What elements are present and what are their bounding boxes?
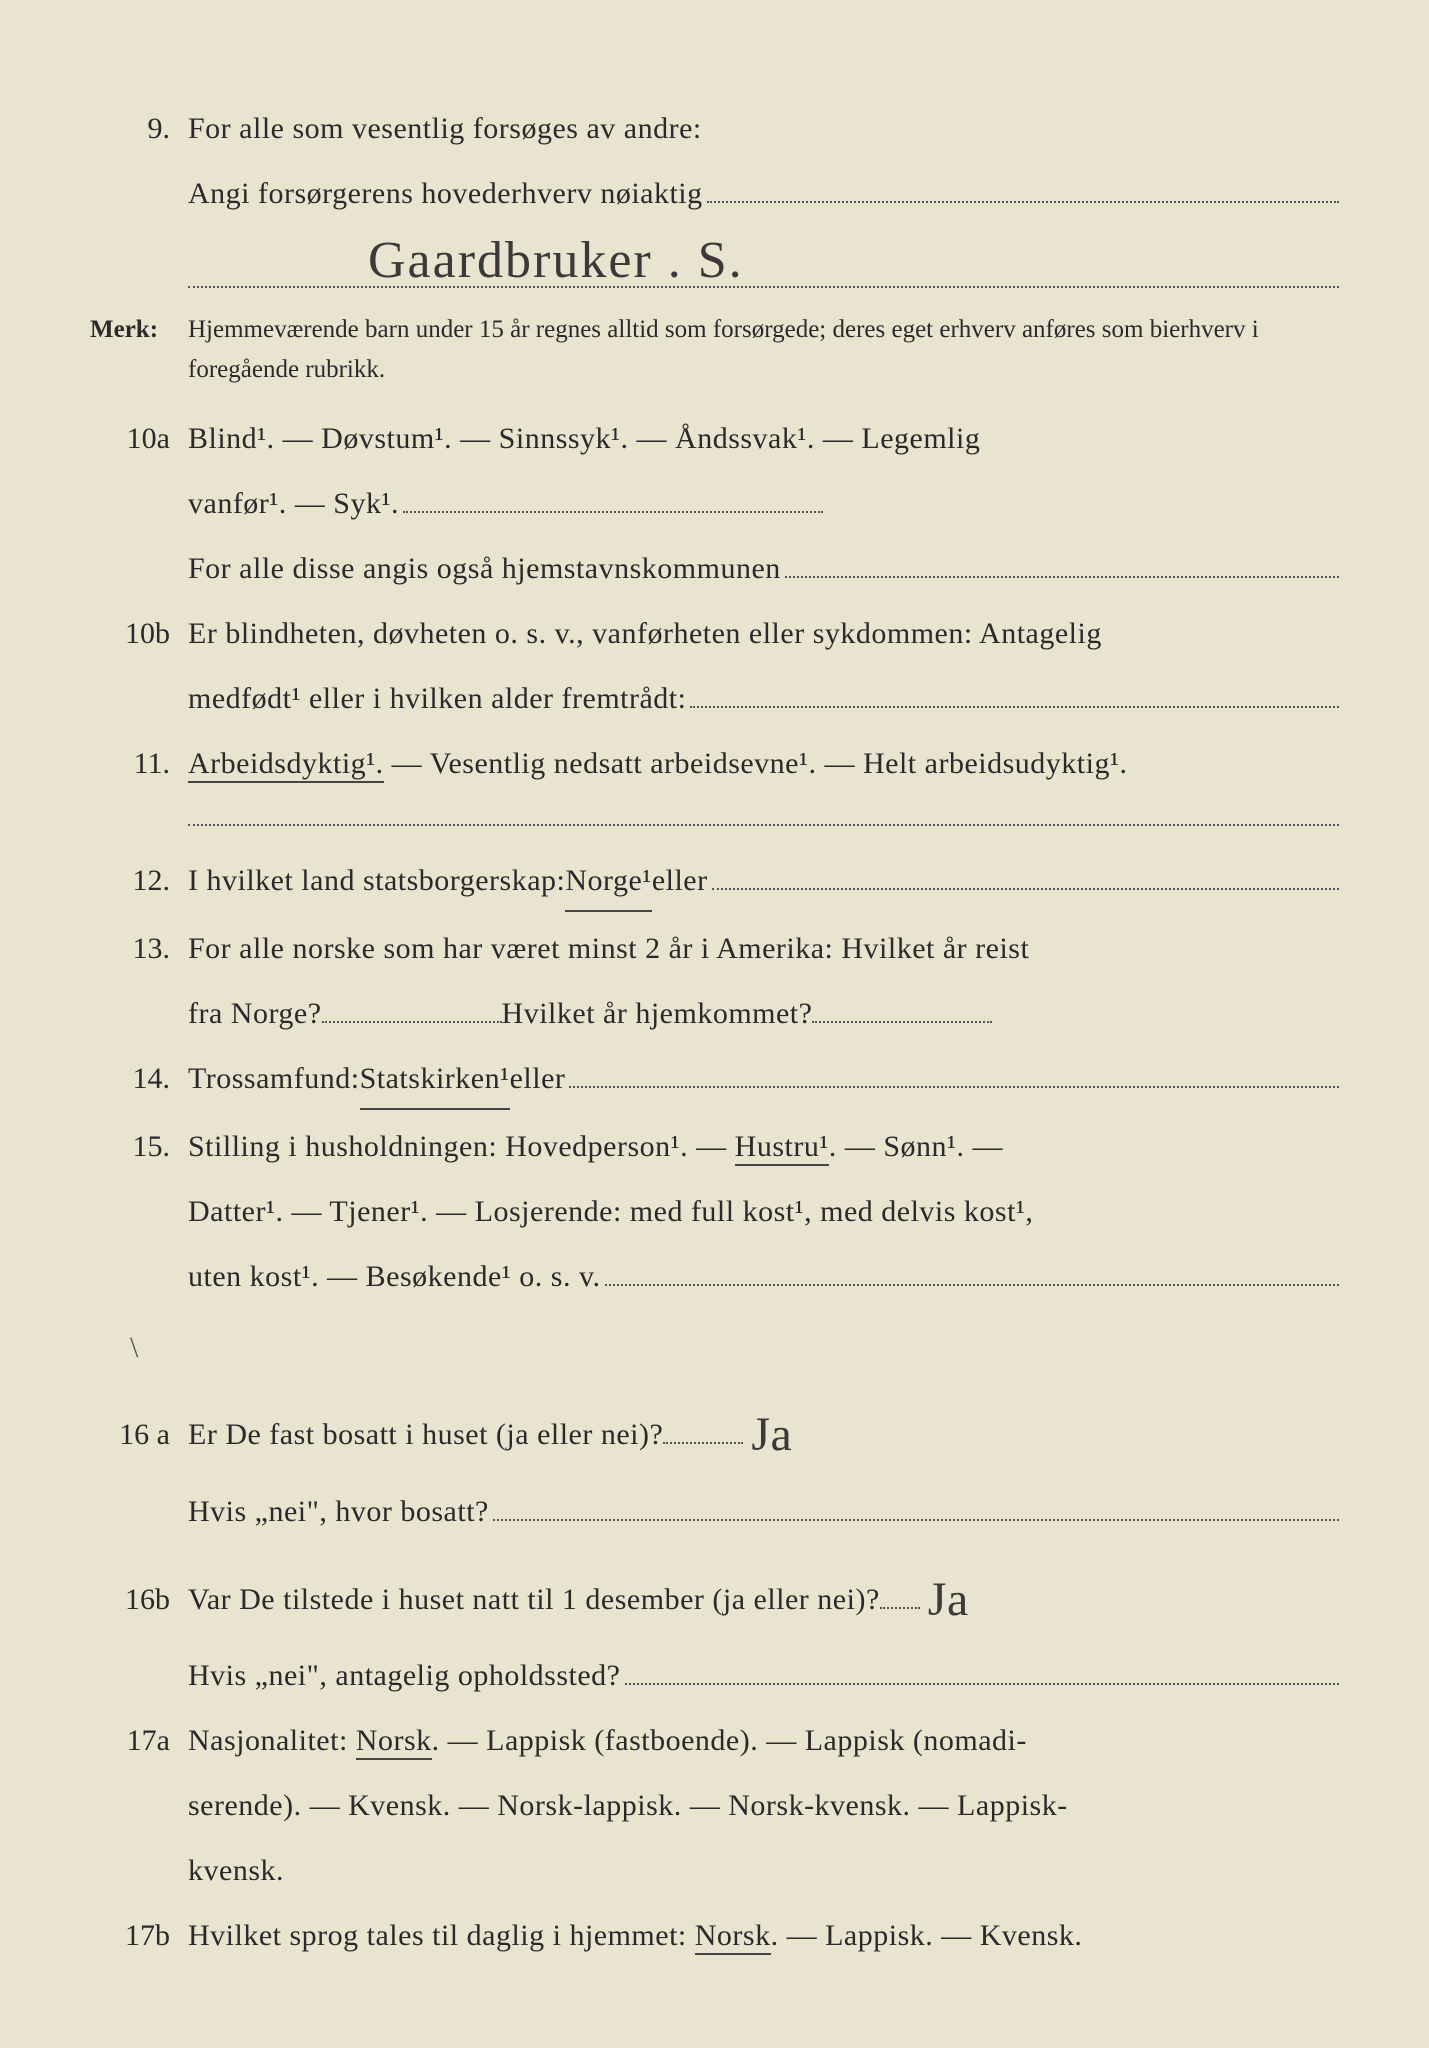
q17b-underlined: Norsk: [695, 1919, 771, 1955]
q11-num: 11.: [90, 735, 188, 792]
q15-row2: Datter¹. — Tjener¹. — Losjerende: med fu…: [90, 1183, 1339, 1240]
q11-underlined: Arbeidsdyktig¹.: [188, 747, 384, 783]
q17b-before: Hvilket sprog tales til daglig i hjemmet…: [188, 1919, 695, 1952]
q16b-row2: Hvis „nei", antagelig opholdssted?: [90, 1647, 1339, 1704]
q10b-num: 10b: [90, 605, 188, 662]
merk-text: Hjemmeværende barn under 15 år regnes al…: [188, 310, 1339, 390]
q10a-line3: For alle disse angis også hjemstavnskomm…: [188, 540, 781, 597]
q10a-line2: vanfør¹. — Syk¹.: [188, 475, 399, 532]
q9-line1: For alle som vesentlig forsøges av andre…: [188, 100, 1339, 157]
q14-before: Trossamfund:: [188, 1050, 360, 1107]
q15-line2: Datter¹. — Tjener¹. — Losjerende: med fu…: [188, 1183, 1339, 1240]
q12-after: eller: [652, 852, 708, 909]
q16a-handwritten: Ja: [743, 1389, 800, 1480]
q9-num: 9.: [90, 100, 188, 157]
q17a-before: Nasjonalitet:: [188, 1724, 356, 1757]
q17a-line2: serende). — Kvensk. — Norsk-lappisk. — N…: [188, 1777, 1339, 1834]
q14-after: eller: [510, 1050, 566, 1107]
q17b-row: 17b Hvilket sprog tales til daglig i hje…: [90, 1907, 1339, 1964]
q10a-num: 10a: [90, 410, 188, 467]
q17a-line3: kvensk.: [188, 1842, 1339, 1899]
q17a-num: 17a: [90, 1712, 188, 1769]
q16b-line2: Hvis „nei", antagelig opholdssted?: [188, 1647, 621, 1704]
q10a-row2: vanfør¹. — Syk¹.: [90, 475, 1339, 532]
q17a-row2: serende). — Kvensk. — Norsk-lappisk. — N…: [90, 1777, 1339, 1834]
q9-dotted: [707, 165, 1339, 203]
q13-line1: For alle norske som har været minst 2 år…: [188, 920, 1339, 977]
q12-row: 12. I hvilket land statsborgerskap: Norg…: [90, 852, 1339, 912]
q15-num: 15.: [90, 1118, 188, 1175]
q16b-row1: 16b Var De tilstede i huset natt til 1 d…: [90, 1548, 1339, 1639]
q15-line1-before: Stilling i husholdningen: Hovedperson¹. …: [188, 1130, 735, 1163]
q10b-row1: 10b Er blindheten, døvheten o. s. v., va…: [90, 605, 1339, 662]
q10a-row1: 10a Blind¹. — Døvstum¹. — Sinnssyk¹. — Å…: [90, 410, 1339, 467]
q9-line2: Angi forsørgerens hovederhverv nøiaktig: [188, 165, 703, 222]
q16a-num: 16 a: [90, 1406, 188, 1463]
q15-row3: uten kost¹. — Besøkende¹ o. s. v.: [90, 1248, 1339, 1305]
q16a-row1: 16 a Er De fast bosatt i huset (ja eller…: [90, 1383, 1339, 1474]
q16a-row2: Hvis „nei", hvor bosatt?: [90, 1483, 1339, 1540]
q12-before: I hvilket land statsborgerskap:: [188, 852, 565, 909]
q10b-row2: medfødt¹ eller i hvilken alder fremtrådt…: [90, 670, 1339, 727]
q15-line1-underlined: Hustru¹: [735, 1130, 829, 1166]
q15-row1: 15. Stilling i husholdningen: Hovedperso…: [90, 1118, 1339, 1175]
q9-handwritten: Gaardbruker . S.: [368, 231, 744, 290]
q14-num: 14.: [90, 1050, 188, 1107]
q10b-line2: medfødt¹ eller i hvilken alder fremtrådt…: [188, 670, 686, 727]
q9-row2: Angi forsørgerens hovederhverv nøiaktig: [90, 165, 1339, 222]
q17a-row3: kvensk.: [90, 1842, 1339, 1899]
q9-handwritten-line: Gaardbruker . S.: [188, 230, 1339, 288]
q16b-handwritten: Ja: [920, 1554, 977, 1645]
q15-line3: uten kost¹. — Besøkende¹ o. s. v.: [188, 1248, 601, 1305]
q12-num: 12.: [90, 852, 188, 909]
q13-row1: 13. For alle norske som har været minst …: [90, 920, 1339, 977]
q13-line2a: fra Norge?: [188, 985, 322, 1042]
q13-row2: fra Norge? Hvilket år hjemkommet?: [90, 985, 1339, 1042]
q10b-line1: Er blindheten, døvheten o. s. v., vanfør…: [188, 605, 1339, 662]
q13-line2b: Hvilket år hjemkommet?: [502, 985, 813, 1042]
q11-rest: — Vesentlig nedsatt arbeidsevne¹. — Helt…: [384, 747, 1128, 780]
q14-underlined: Statskirken¹: [360, 1050, 510, 1110]
merk-label: Merk:: [90, 306, 188, 354]
q10a-row3: For alle disse angis også hjemstavnskomm…: [90, 540, 1339, 597]
q17b-num: 17b: [90, 1907, 188, 1964]
q11-dotted: [188, 802, 1339, 826]
q16b-line1: Var De tilstede i huset natt til 1 desem…: [188, 1571, 880, 1628]
stray-mark: \: [130, 1331, 1339, 1365]
q10a-options: Blind¹. — Døvstum¹. — Sinnssyk¹. — Åndss…: [188, 410, 1339, 467]
merk-row: Merk: Hjemmeværende barn under 15 år reg…: [90, 306, 1339, 390]
q16a-line1: Er De fast bosatt i huset (ja eller nei)…: [188, 1406, 663, 1463]
q13-num: 13.: [90, 920, 188, 977]
q16b-num: 16b: [90, 1571, 188, 1628]
q11-row: 11. Arbeidsdyktig¹. — Vesentlig nedsatt …: [90, 735, 1339, 792]
q17a-after: . — Lappisk (fastboende). — Lappisk (nom…: [432, 1724, 1027, 1757]
q9-row1: 9. For alle som vesentlig forsøges av an…: [90, 100, 1339, 157]
q15-line1-after: . — Sønn¹. —: [829, 1130, 1003, 1163]
q16a-line2: Hvis „nei", hvor bosatt?: [188, 1483, 489, 1540]
q14-row: 14. Trossamfund: Statskirken¹ eller: [90, 1050, 1339, 1110]
q17a-row1: 17a Nasjonalitet: Norsk. — Lappisk (fast…: [90, 1712, 1339, 1769]
q12-underlined: Norge¹: [565, 852, 651, 912]
census-form-page: 9. For alle som vesentlig forsøges av an…: [0, 0, 1429, 2048]
q17b-after: . — Lappisk. — Kvensk.: [771, 1919, 1083, 1952]
q17a-underlined: Norsk: [356, 1724, 432, 1760]
